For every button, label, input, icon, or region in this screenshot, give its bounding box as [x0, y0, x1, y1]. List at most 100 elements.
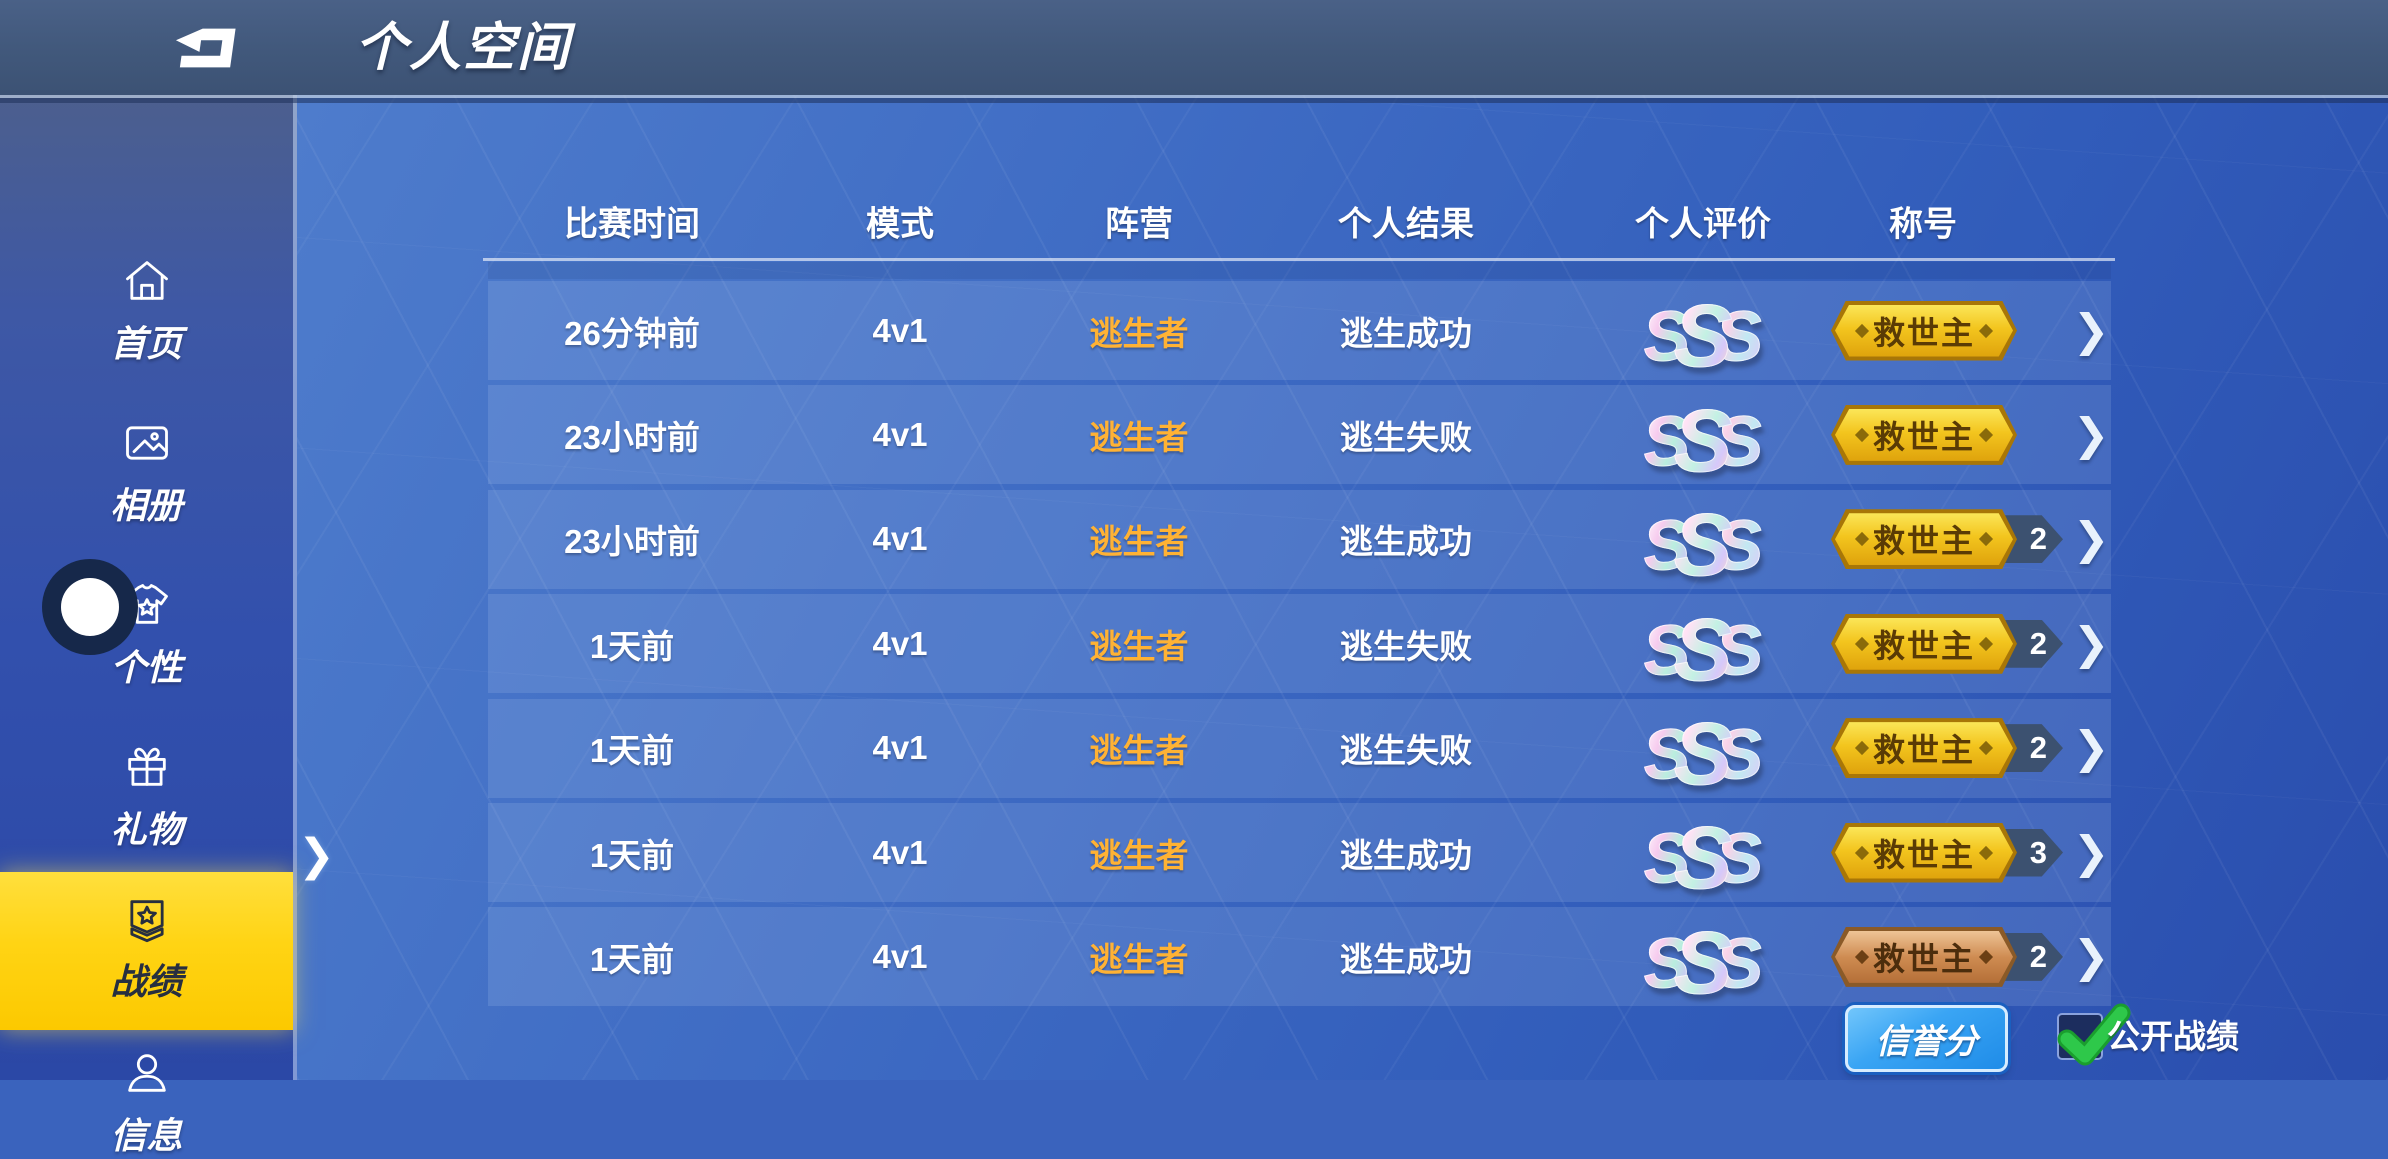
match-mode: 4v1 [872, 415, 928, 453]
sidebar-item-label: 相册 [110, 485, 183, 526]
title-badge-plate: 救世主 [1831, 404, 2017, 465]
match-faction: 逃生者 [1089, 523, 1189, 561]
page-title: 个人空间 [355, 19, 572, 77]
sidebar-separator [293, 95, 297, 1080]
album-icon [121, 417, 173, 469]
title-badge-plate: 救世主 [1831, 926, 2017, 987]
scrolled-row-fragment [488, 262, 2111, 279]
assistive-floating-button-dot [61, 578, 119, 636]
sidebar-item-personality[interactable]: 个性 [0, 579, 293, 691]
column-header: 个人评价 [1635, 205, 1771, 244]
match-mode: 4v1 [872, 729, 928, 767]
match-time: 23小时前 [564, 523, 700, 561]
match-result: 逃生成功 [1340, 940, 1472, 978]
title-badge: 救世主 [1831, 404, 2091, 465]
title-badge-plate: 救世主 [1831, 300, 2017, 361]
match-mode: 4v1 [872, 833, 928, 871]
sidebar-selected-highlight [0, 872, 293, 1030]
sidebar-item-home[interactable]: 首页 [0, 255, 293, 367]
title-badge: 救世主 [1831, 300, 2091, 361]
assistive-floating-button[interactable] [42, 559, 138, 655]
match-result: 逃生成功 [1340, 523, 1472, 561]
home-icon [121, 255, 173, 307]
topbar-divider-light [0, 95, 2388, 98]
table-header-row: 比赛时间 模式 阵营 个人结果 个人评价 称号 [297, 95, 2388, 259]
match-result: 逃生失败 [1340, 418, 1472, 456]
medal-icon [121, 893, 173, 945]
public-records-label: 公开战绩 [2107, 1018, 2239, 1055]
gift-icon [121, 741, 173, 793]
chevron-right-icon[interactable]: ❯ [2072, 619, 2110, 669]
column-header: 模式 [866, 205, 934, 244]
top-bar: 个人空间 [0, 0, 2388, 95]
match-faction: 逃生者 [1089, 940, 1189, 978]
chevron-right-icon[interactable]: ❯ [2072, 723, 2110, 773]
match-time: 1天前 [589, 836, 675, 874]
match-result: 逃生成功 [1340, 836, 1472, 874]
chevron-right-icon[interactable]: ❯ [2072, 514, 2110, 564]
column-header: 称号 [1889, 205, 1957, 244]
check-icon [2057, 1003, 2131, 1066]
chevron-right-icon[interactable]: ❯ [2072, 828, 2110, 877]
match-time: 23小时前 [564, 418, 700, 456]
match-time: 1天前 [589, 732, 675, 770]
match-time: 26分钟前 [564, 314, 700, 352]
credit-score-button[interactable]: 信誉分 [1845, 1005, 2008, 1072]
chevron-right-icon: ❯ [298, 831, 335, 880]
back-arrow-icon [175, 28, 236, 68]
match-faction: 逃生者 [1089, 314, 1189, 352]
chevron-right-icon[interactable]: ❯ [2072, 932, 2110, 982]
sidebar-item-records[interactable]: 战绩 [0, 893, 293, 1005]
match-mode: 4v1 [872, 520, 928, 558]
title-badge-label: 救世主 [1872, 836, 1975, 873]
title-badge-plate: 救世主 [1831, 613, 2017, 674]
title-badge-label: 救世主 [1872, 314, 1975, 351]
sidebar-item-gift[interactable]: 礼物 [0, 741, 293, 853]
column-header: 个人结果 [1338, 205, 1474, 244]
sidebar-item-info[interactable]: 信息 [0, 1047, 293, 1159]
sidebar-item-album[interactable]: 相册 [0, 417, 293, 529]
chevron-right-icon[interactable]: ❯ [2072, 306, 2110, 355]
match-faction: 逃生者 [1089, 627, 1189, 665]
match-result: 逃生失败 [1340, 732, 1472, 770]
sidebar-item-label: 战绩 [110, 961, 183, 1002]
match-result: 逃生成功 [1340, 314, 1472, 352]
title-badge-plate: 救世主 [1831, 822, 2017, 883]
match-time: 1天前 [589, 627, 675, 665]
match-faction: 逃生者 [1089, 732, 1189, 770]
title-badge: 2 救世主 [1831, 718, 2091, 779]
table-header-divider [483, 258, 2115, 261]
title-badge-plate: 救世主 [1831, 509, 2017, 570]
person-icon [121, 1047, 173, 1099]
title-badge-plate: 救世主 [1831, 718, 2017, 779]
match-time: 1天前 [589, 940, 675, 978]
title-badge: 2 救世主 [1831, 613, 2091, 674]
sidebar-item-label: 首页 [110, 323, 183, 364]
credit-score-button-label: 信誉分 [1875, 1023, 1978, 1061]
sidebar-item-label: 个性 [110, 647, 183, 688]
match-faction: 逃生者 [1089, 836, 1189, 874]
title-badge-label: 救世主 [1872, 732, 1975, 769]
back-button[interactable] [158, 12, 254, 84]
match-mode: 4v1 [872, 937, 928, 975]
sidebar-item-label: 礼物 [110, 809, 183, 850]
title-badge: 3 救世主 [1831, 822, 2091, 883]
chevron-right-icon[interactable]: ❯ [2072, 410, 2110, 460]
title-badge: 2 救世主 [1831, 926, 2091, 987]
public-records-checkbox[interactable] [2057, 1003, 2131, 1066]
